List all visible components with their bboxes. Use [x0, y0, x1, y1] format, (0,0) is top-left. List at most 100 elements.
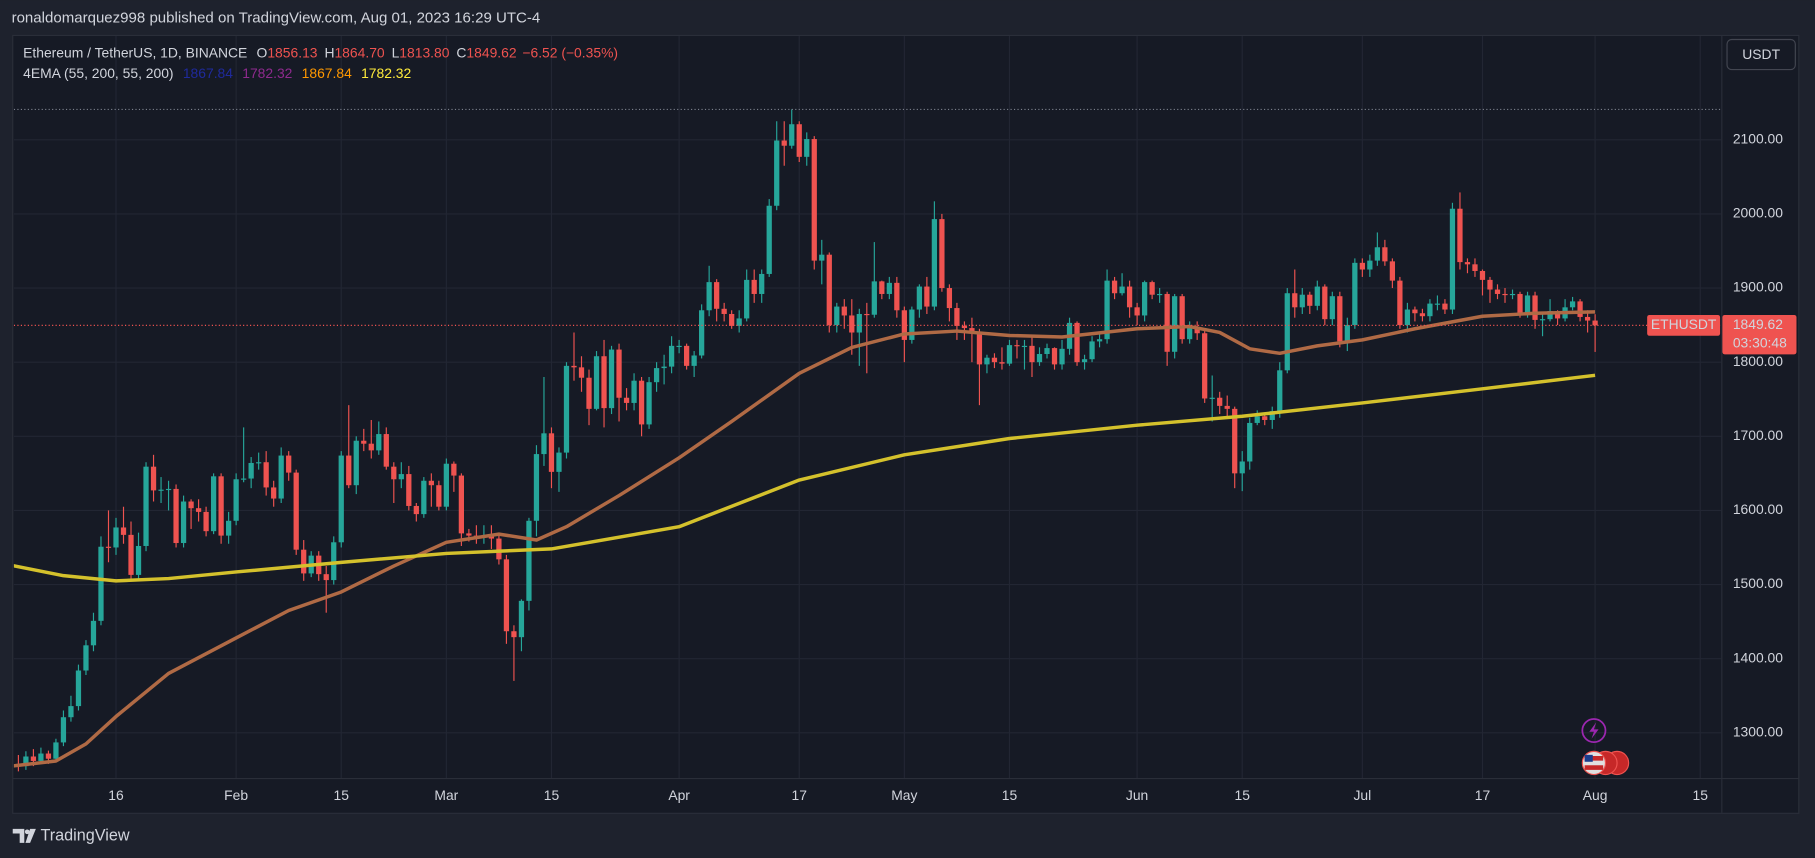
candle-body: [271, 487, 277, 499]
candle-body: [699, 310, 705, 356]
candle-body: [1329, 296, 1335, 320]
candle-body: [361, 440, 367, 444]
candle-body: [353, 440, 359, 486]
candle-body: [203, 511, 209, 532]
candle-body: [1517, 293, 1523, 314]
y-tick-label: 1900.00: [1733, 279, 1783, 295]
candle-body: [886, 282, 892, 294]
candle-body: [1397, 280, 1403, 326]
x-tick-label: 15: [1692, 787, 1708, 803]
event-icon[interactable]: [1581, 718, 1607, 743]
candle-body: [323, 574, 329, 581]
candle-body: [751, 279, 757, 294]
candle-body: [1232, 408, 1238, 474]
candle-body: [1134, 307, 1140, 316]
candle-body: [999, 362, 1005, 364]
candle-body: [30, 756, 37, 761]
candle-body: [721, 308, 727, 314]
candle-body: [939, 219, 945, 289]
candle-body: [984, 357, 990, 365]
candle-body: [120, 527, 127, 535]
candle-body: [263, 462, 269, 488]
candle-body: [188, 501, 194, 509]
candle-body: [601, 356, 607, 409]
candle-body: [766, 205, 772, 274]
candle-body: [346, 455, 352, 486]
candle-body: [1307, 294, 1313, 306]
candle-body: [210, 476, 217, 532]
candle-body: [879, 281, 885, 294]
candle-body: [1096, 339, 1103, 342]
indicator-value: 1867.84: [183, 65, 233, 81]
candle-body: [428, 480, 434, 486]
candle-body: [1322, 286, 1328, 320]
candle-body: [1442, 303, 1448, 310]
candle-body: [1029, 345, 1035, 363]
candle-body: [796, 124, 802, 157]
candle-body: [1149, 282, 1155, 295]
candle-body: [1404, 309, 1411, 326]
grid: [13, 36, 1722, 778]
candle-body: [286, 455, 292, 473]
footer-logo: [12, 828, 36, 843]
candle-body: [233, 479, 239, 521]
candle-body: [113, 527, 119, 548]
candle-body: [946, 288, 953, 309]
candle-body: [819, 254, 825, 261]
candle-body: [586, 377, 592, 409]
candle-body: [1472, 264, 1478, 271]
event-icons: [1581, 718, 1630, 776]
candle-body: [871, 281, 877, 315]
candle-body: [1224, 405, 1230, 409]
candle-body: [301, 549, 307, 574]
candle-body: [909, 309, 915, 340]
flag-stripe: [1584, 756, 1604, 761]
symbol-name: Ethereum / TetherUS, 1D, BINANCE: [23, 44, 247, 60]
x-tick-label: Feb: [224, 787, 248, 803]
ema-line: [13, 373, 1596, 583]
candle-body: [518, 600, 525, 638]
candle-body: [864, 313, 870, 316]
candle-body: [1502, 293, 1508, 296]
currency-label[interactable]: USDT: [1742, 46, 1780, 62]
candle-body: [1126, 286, 1133, 308]
candle-body: [1382, 247, 1388, 262]
candle-body: [901, 310, 907, 340]
indicator-value: 1782.32: [242, 65, 292, 81]
x-tick-label: Aug: [1583, 787, 1608, 803]
candle-body: [1202, 333, 1208, 399]
candle-body: [541, 433, 547, 455]
candle-body: [1547, 311, 1553, 320]
candle-body: [991, 357, 998, 363]
candle-body: [811, 139, 817, 261]
ohlc-label: O: [257, 44, 268, 60]
candle-body: [256, 462, 262, 464]
candle-body: [45, 753, 52, 759]
candle-body: [376, 434, 382, 451]
currency-button[interactable]: [1726, 38, 1796, 71]
candle-body: [1284, 293, 1290, 371]
price-tag: [1722, 314, 1797, 355]
x-tick-label: Apr: [668, 787, 690, 803]
candle-body: [1352, 262, 1358, 326]
x-tick-label: 15: [1002, 787, 1018, 803]
candle-body: [608, 349, 615, 409]
candle-body: [1187, 328, 1193, 340]
overlay: Ethereum / TetherUS, 1D, BINANCE O1856.13…: [23, 44, 1797, 803]
candle-body: [856, 313, 862, 333]
change-value: −6.52 (−0.35%): [522, 44, 618, 60]
ticker-tag: [1647, 314, 1721, 336]
y-tick-label: 1600.00: [1733, 501, 1783, 517]
y-tick-label: 2000.00: [1733, 205, 1783, 221]
candle-body: [653, 368, 660, 383]
candle-body: [841, 306, 847, 316]
candle-body: [1209, 397, 1215, 399]
candle-body: [969, 328, 975, 333]
candle-body: [571, 365, 577, 368]
candle-body: [1194, 328, 1200, 334]
candle-body: [1592, 320, 1598, 326]
candle-body: [150, 466, 157, 491]
candle-body: [1509, 293, 1516, 296]
candle-body: [924, 286, 930, 307]
